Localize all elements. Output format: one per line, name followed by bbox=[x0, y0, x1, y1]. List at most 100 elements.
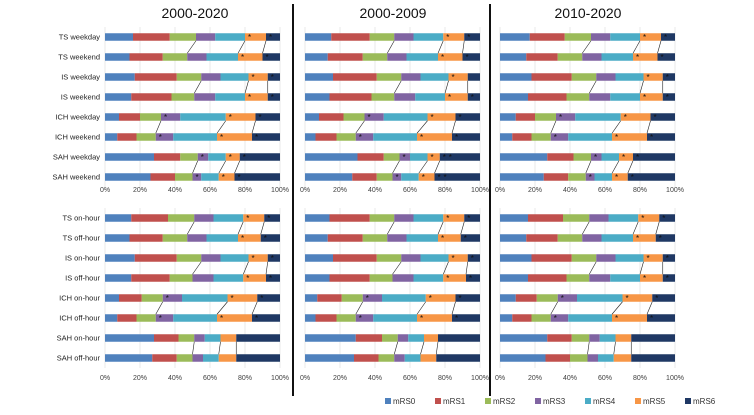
bar-segment-mRS6 bbox=[436, 354, 480, 362]
significance-mark: * bbox=[243, 153, 246, 162]
connector-line bbox=[216, 301, 228, 315]
significance-mark: * bbox=[266, 53, 269, 62]
x-tick-label: 20% bbox=[528, 187, 542, 194]
x-tick-label: 100% bbox=[471, 187, 489, 194]
bar-segment-mRS2 bbox=[176, 73, 202, 81]
connector-line bbox=[646, 301, 653, 315]
bar-segment-mRS0 bbox=[105, 33, 133, 41]
bar-segment-mRS5 bbox=[620, 113, 651, 121]
bar-segment-mRS5 bbox=[638, 214, 660, 222]
bar-segment-mRS0 bbox=[105, 294, 119, 302]
bar-segment-mRS5 bbox=[424, 334, 438, 342]
significance-mark: * bbox=[229, 113, 232, 122]
bar-segment-mRS5 bbox=[218, 354, 237, 362]
bar-segment-mRS0 bbox=[500, 274, 528, 282]
connector-line bbox=[611, 120, 621, 134]
connector-line bbox=[262, 40, 267, 54]
bar-segment-mRS4 bbox=[203, 354, 219, 362]
bar-segment-mRS1 bbox=[526, 53, 558, 61]
bar-segment-mRS0 bbox=[105, 234, 130, 242]
bar-segment-mRS1 bbox=[531, 254, 572, 262]
bar-segment-mRS3 bbox=[192, 354, 203, 362]
connector-line bbox=[218, 160, 227, 174]
bar-segment-mRS6 bbox=[260, 234, 280, 242]
connector-line bbox=[588, 80, 597, 94]
bar-segment-mRS1 bbox=[333, 73, 377, 81]
bar-segment-mRS6 bbox=[452, 314, 480, 322]
bar-segment-mRS2 bbox=[140, 113, 161, 121]
bar-segment-mRS0 bbox=[305, 113, 319, 121]
significance-mark: * bbox=[246, 214, 249, 223]
bar-segment-mRS6 bbox=[662, 254, 675, 262]
significance-mark: * bbox=[444, 173, 447, 182]
significance-mark: * bbox=[666, 254, 669, 263]
connector-line bbox=[155, 301, 164, 315]
bar-segment-mRS1 bbox=[152, 354, 177, 362]
bar-segment-mRS2 bbox=[175, 173, 193, 181]
x-tick-label: 40% bbox=[168, 375, 182, 382]
bar-segment-mRS4 bbox=[415, 93, 445, 101]
significance-mark: * bbox=[248, 33, 251, 42]
connector-line bbox=[416, 301, 426, 315]
significance-mark: * bbox=[438, 173, 441, 182]
connector-line bbox=[216, 120, 226, 134]
bar-segment-mRS3 bbox=[401, 73, 421, 81]
bar-segment-mRS0 bbox=[500, 173, 544, 181]
bar-segment-mRS5 bbox=[443, 33, 465, 41]
bar-segment-mRS1 bbox=[329, 214, 370, 222]
bar-segment-mRS4 bbox=[601, 53, 633, 61]
bar-segment-mRS4 bbox=[420, 254, 449, 262]
bar-segment-mRS3 bbox=[355, 314, 374, 322]
category-label: TS weekend bbox=[58, 53, 100, 62]
bar-segment-mRS3 bbox=[362, 294, 382, 302]
bar-segment-mRS3 bbox=[201, 73, 221, 81]
bar-segment-mRS3 bbox=[192, 173, 202, 181]
bar-segment-mRS4 bbox=[201, 173, 219, 181]
bar-segment-mRS3 bbox=[187, 234, 207, 242]
bar-segment-mRS0 bbox=[500, 33, 530, 41]
x-tick-label: 80% bbox=[438, 375, 452, 382]
bar-segment-mRS1 bbox=[119, 294, 142, 302]
legend-swatch bbox=[485, 398, 491, 404]
bar-segment-mRS2 bbox=[571, 73, 597, 81]
bar-segment-mRS1 bbox=[133, 33, 170, 41]
bar-segment-mRS2 bbox=[376, 73, 402, 81]
bar-segment-mRS0 bbox=[500, 334, 548, 342]
significance-mark: * bbox=[260, 294, 263, 303]
bar-segment-mRS3 bbox=[550, 314, 569, 322]
legend-label: mRS4 bbox=[593, 397, 616, 406]
bar-segment-mRS6 bbox=[631, 354, 675, 362]
bar-segment-mRS4 bbox=[594, 173, 612, 181]
bar-segment-mRS2 bbox=[563, 214, 590, 222]
bar-segment-mRS6 bbox=[662, 93, 675, 101]
connector-line bbox=[435, 341, 439, 355]
bar-segment-mRS6 bbox=[631, 334, 675, 342]
bar-segment-mRS3 bbox=[397, 334, 409, 342]
bar-segment-mRS3 bbox=[364, 113, 384, 121]
legend-swatch bbox=[535, 398, 541, 404]
category-label: IS off-hour bbox=[65, 274, 100, 283]
bar-segment-mRS4 bbox=[413, 33, 444, 41]
x-tick-label: 100% bbox=[471, 375, 489, 382]
bar-segment-mRS2 bbox=[376, 254, 402, 262]
significance-mark: * bbox=[222, 173, 225, 182]
chart-panels: TS weekday * * TS weekend * * IS weekday * * IS w… bbox=[52, 27, 684, 382]
significance-mark: * bbox=[459, 294, 462, 303]
bar-segment-mRS2 bbox=[371, 93, 395, 101]
bar-segment-mRS0 bbox=[500, 214, 528, 222]
bar-segment-mRS6 bbox=[467, 93, 480, 101]
bar-segment-mRS3 bbox=[194, 93, 216, 101]
bar-segment-mRS2 bbox=[570, 354, 588, 362]
significance-mark: * bbox=[196, 173, 199, 182]
chart-top-2010-2020: * * * * * * * * * * * * * * * * * * * * 0% 20% 40% 60% 80% 100% bbox=[495, 27, 684, 194]
bar-segment-mRS6 bbox=[462, 53, 480, 61]
bar-segment-mRS6 bbox=[464, 33, 480, 41]
significance-mark: * bbox=[449, 153, 452, 162]
category-label: ICH on-hour bbox=[59, 294, 100, 303]
bar-segment-mRS4 bbox=[204, 334, 221, 342]
bar-segment-mRS5 bbox=[445, 93, 468, 101]
bar-segment-mRS0 bbox=[305, 234, 328, 242]
significance-mark: * bbox=[255, 314, 258, 323]
bar-segment-mRS3 bbox=[589, 214, 609, 222]
bar-segment-mRS4 bbox=[610, 274, 640, 282]
